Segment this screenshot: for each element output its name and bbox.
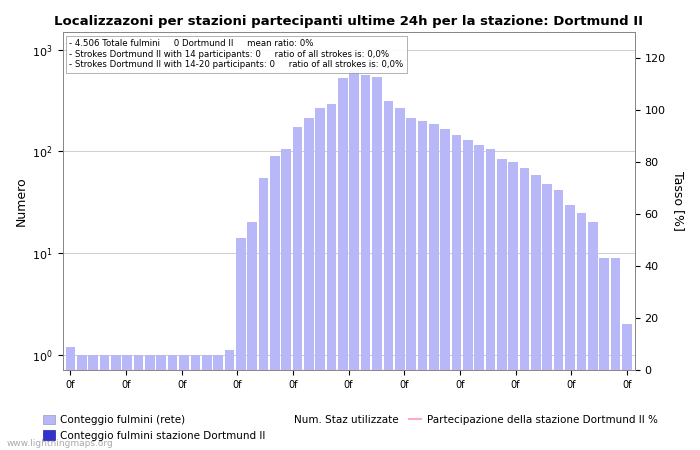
Y-axis label: Tasso [%]: Tasso [%]: [672, 171, 685, 231]
Text: www.lightningmaps.org: www.lightningmaps.org: [7, 439, 113, 448]
Bar: [214, 355, 223, 450]
Bar: [577, 212, 586, 450]
Text: - 4.506 Totale fulmini     0 Dortmund II     mean ratio: 0%
- Strokes Dortmund I: - 4.506 Totale fulmini 0 Dortmund II mea…: [69, 40, 404, 69]
Bar: [497, 158, 507, 450]
Bar: [384, 101, 393, 450]
Bar: [134, 355, 143, 450]
Title: Localizzazoni per stazioni partecipanti ultime 24h per la stazione: Dortmund II: Localizzazoni per stazioni partecipanti …: [54, 15, 643, 28]
Bar: [599, 257, 609, 450]
Bar: [463, 140, 473, 450]
Bar: [565, 204, 575, 450]
Bar: [542, 184, 552, 450]
Bar: [111, 355, 120, 450]
Bar: [452, 135, 461, 450]
Bar: [429, 124, 439, 450]
Bar: [440, 129, 450, 450]
Bar: [531, 176, 541, 450]
Bar: [406, 117, 416, 450]
Bar: [372, 77, 382, 450]
Bar: [395, 108, 405, 450]
Bar: [418, 121, 427, 450]
Bar: [99, 355, 109, 450]
Bar: [225, 351, 235, 450]
Bar: [508, 162, 518, 450]
Bar: [179, 355, 189, 450]
Bar: [475, 145, 484, 450]
Bar: [190, 355, 200, 450]
Bar: [486, 149, 496, 450]
Bar: [610, 257, 620, 450]
Bar: [236, 238, 246, 450]
Bar: [145, 355, 155, 450]
Bar: [77, 355, 87, 450]
Bar: [588, 222, 598, 450]
Bar: [360, 76, 370, 450]
Bar: [258, 178, 268, 450]
Y-axis label: Numero: Numero: [15, 176, 28, 226]
Bar: [247, 222, 257, 450]
Bar: [338, 78, 348, 450]
Legend: Conteggio fulmini (rete), Conteggio fulmini stazione Dortmund II, Num. Staz util: Conteggio fulmini (rete), Conteggio fulm…: [38, 411, 661, 445]
Bar: [270, 156, 279, 450]
Bar: [88, 355, 98, 450]
Bar: [168, 355, 178, 450]
Bar: [520, 168, 529, 450]
Bar: [66, 346, 76, 450]
Bar: [622, 324, 631, 450]
Bar: [316, 108, 325, 450]
Bar: [327, 104, 337, 450]
Bar: [202, 355, 211, 450]
Bar: [122, 355, 132, 450]
Bar: [157, 355, 166, 450]
Bar: [554, 189, 564, 450]
Bar: [349, 70, 359, 450]
Bar: [281, 149, 291, 450]
Bar: [304, 117, 314, 450]
Bar: [293, 127, 302, 450]
